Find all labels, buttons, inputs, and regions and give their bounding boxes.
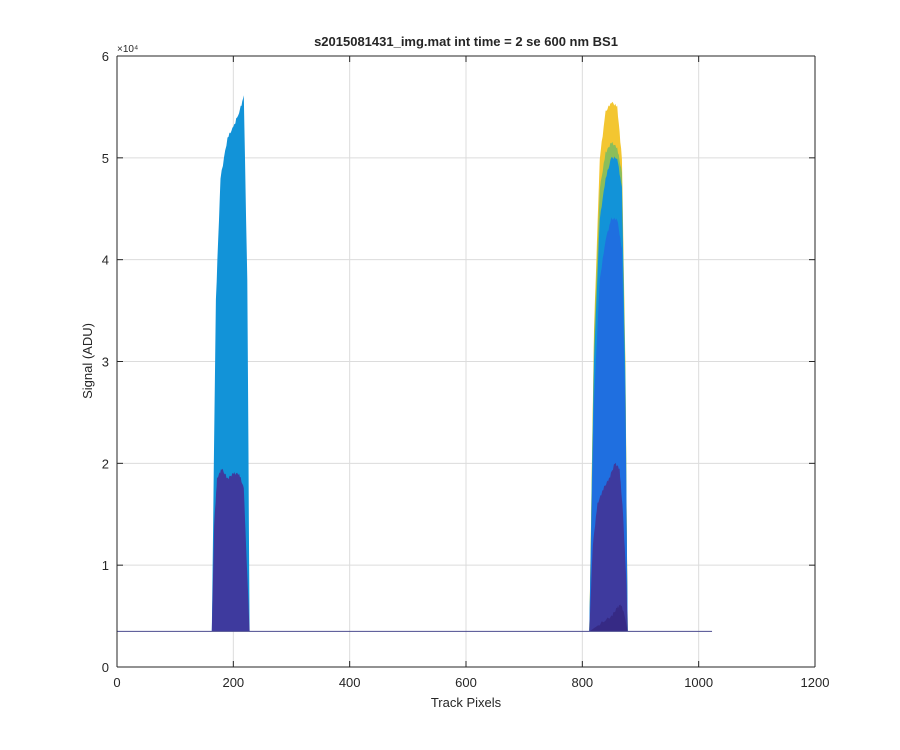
x-tick-label: 1000 bbox=[684, 675, 713, 690]
series-areas bbox=[117, 95, 713, 632]
x-tick-label: 800 bbox=[571, 675, 593, 690]
y-tick-label: 0 bbox=[102, 660, 109, 675]
series-area bbox=[589, 604, 628, 632]
y-tick-label: 5 bbox=[102, 151, 109, 166]
y-tick-label: 6 bbox=[102, 49, 109, 64]
x-tick-label: 1200 bbox=[801, 675, 830, 690]
series-area bbox=[211, 468, 250, 632]
y-axis-exponent: ×10⁴ bbox=[117, 44, 138, 55]
y-tick-label: 3 bbox=[102, 355, 109, 370]
x-tick-label: 400 bbox=[339, 675, 361, 690]
y-tick-label: 4 bbox=[102, 253, 109, 268]
x-axis-label: Track Pixels bbox=[431, 695, 502, 710]
x-tick-label: 600 bbox=[455, 675, 477, 690]
x-tick-label: 0 bbox=[113, 675, 120, 690]
chart-title: s2015081431_img.mat int time = 2 se 600 … bbox=[314, 34, 618, 49]
axes: 0 200 400 600 800 1000 1200 0 1 2 3 4 5 6 bbox=[102, 49, 830, 690]
y-tick-label: 1 bbox=[102, 558, 109, 573]
y-tick-label: 2 bbox=[102, 456, 109, 471]
y-axis-label: Signal (ADU) bbox=[80, 323, 95, 399]
x-tick-label: 200 bbox=[222, 675, 244, 690]
labels: s2015081431_img.mat int time = 2 se 600 … bbox=[80, 34, 618, 710]
series-area bbox=[589, 462, 628, 632]
